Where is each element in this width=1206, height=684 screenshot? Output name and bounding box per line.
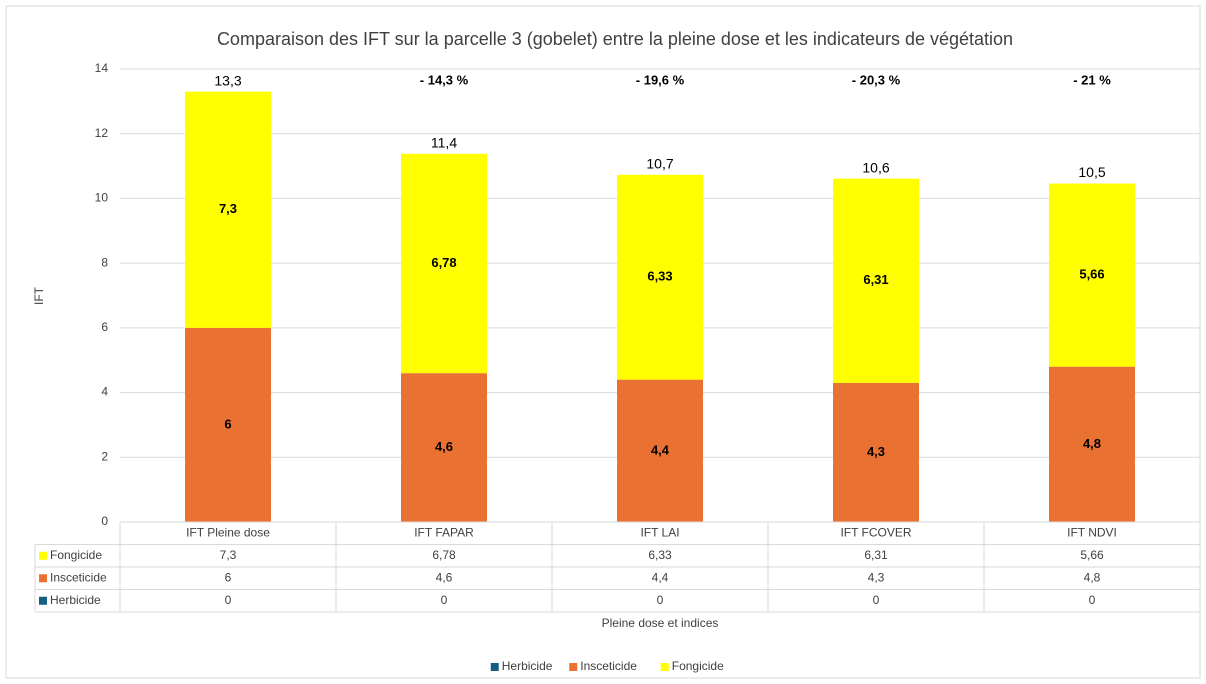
data-label: 5,66 [1079, 267, 1104, 282]
legend-label: Fongicide [672, 659, 724, 673]
reduction-label: - 21 % [1073, 72, 1111, 87]
x-tick-label: IFT FAPAR [414, 525, 474, 539]
bar-segment [185, 327, 271, 522]
table-row-label: Insceticide [50, 570, 107, 584]
data-label: 6 [224, 416, 231, 431]
table-row-label: Herbicide [50, 593, 101, 607]
table-cell: 4,4 [652, 570, 669, 584]
table-cell: 4,3 [868, 570, 885, 584]
bar-segment [401, 373, 487, 522]
total-label: 10,5 [1078, 164, 1105, 180]
x-tick-label: IFT FCOVER [840, 525, 911, 539]
bar-segment [1049, 366, 1135, 522]
table-row-label: Fongicide [50, 548, 102, 562]
table-legend-key [39, 596, 47, 605]
y-tick-label: 14 [95, 61, 109, 75]
total-label: 10,6 [862, 159, 889, 175]
x-tick-label: IFT Pleine dose [186, 525, 270, 539]
legend-key [569, 663, 578, 671]
bar-segment [833, 178, 919, 383]
table-cell: 6,33 [648, 548, 672, 562]
reduction-label: - 20,3 % [852, 72, 901, 87]
y-tick-label: 0 [101, 514, 108, 528]
data-label: 4,3 [867, 444, 885, 459]
legend-key [660, 663, 669, 671]
data-label: 4,6 [435, 439, 453, 454]
legend-key [490, 663, 499, 671]
data-label: 4,8 [1083, 436, 1101, 451]
data-label: 6,78 [431, 255, 456, 270]
data-label: 4,4 [651, 442, 670, 457]
table-cell: 0 [873, 593, 880, 607]
table-cell: 6,31 [864, 548, 888, 562]
bar-segment [833, 382, 919, 522]
data-label: 6,33 [647, 269, 672, 284]
total-label: 13,3 [214, 72, 241, 88]
total-label: 11,4 [431, 134, 457, 150]
legend-label: Herbicide [502, 659, 553, 673]
legend-label: Insceticide [580, 659, 637, 673]
y-tick-label: 6 [101, 320, 108, 334]
table-cell: 4,6 [436, 570, 453, 584]
bar-segment [185, 91, 271, 328]
x-axis-label: Pleine dose et indices [602, 616, 719, 630]
total-label: 10,7 [646, 156, 673, 172]
x-tick-label: IFT LAI [640, 525, 679, 539]
table-cell: 6 [225, 570, 232, 584]
reduction-label: - 19,6 % [636, 72, 685, 87]
y-axis-label: IFT [32, 286, 46, 305]
table-cell: 6,78 [432, 548, 456, 562]
table-cell: 0 [657, 593, 664, 607]
bar-segment [401, 153, 487, 374]
bar-segment [617, 379, 703, 522]
data-label: 6,31 [863, 272, 888, 287]
chart-title: Comparaison des IFT sur la parcelle 3 (g… [217, 29, 1013, 49]
bar-segment [617, 174, 703, 380]
table-cell: 4,8 [1084, 570, 1101, 584]
table-cell: 0 [225, 593, 232, 607]
data-label: 7,3 [219, 201, 237, 216]
reduction-label: - 14,3 % [420, 72, 469, 87]
table-cell: 0 [1089, 593, 1096, 607]
bar-segment [1049, 183, 1135, 367]
table-legend-key [39, 574, 47, 583]
table-cell: 5,66 [1080, 548, 1104, 562]
y-tick-label: 8 [101, 255, 108, 269]
table-legend-key [39, 551, 47, 560]
y-tick-label: 2 [101, 449, 108, 463]
table-cell: 0 [441, 593, 448, 607]
y-tick-label: 12 [95, 126, 109, 140]
x-tick-label: IFT NDVI [1067, 525, 1117, 539]
y-tick-label: 4 [101, 385, 108, 399]
y-tick-label: 10 [95, 191, 109, 205]
table-cell: 7,3 [220, 548, 237, 562]
